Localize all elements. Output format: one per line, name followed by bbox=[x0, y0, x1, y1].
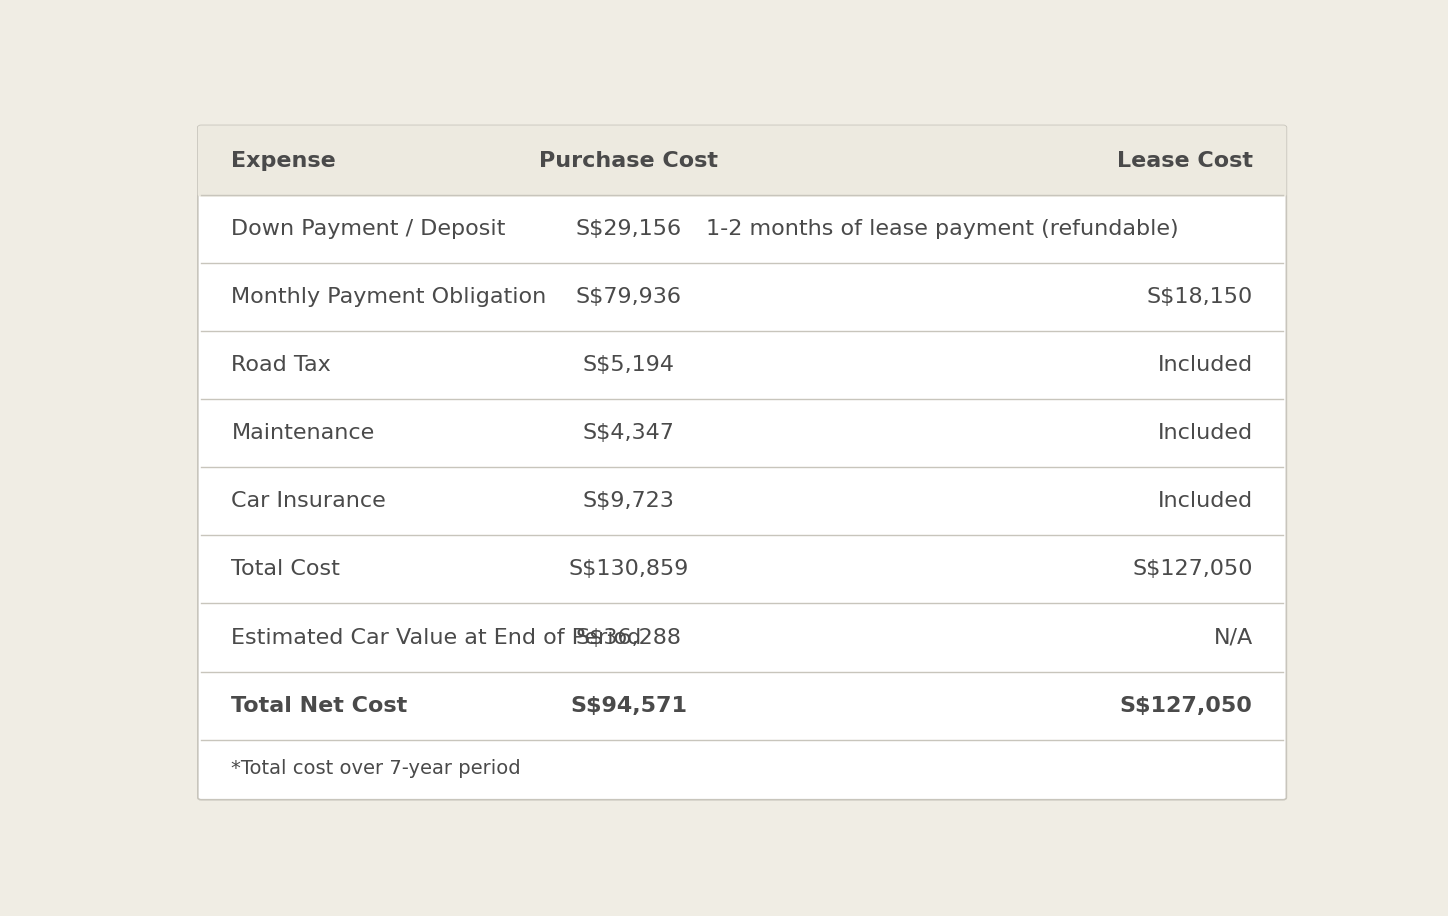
Text: S$5,194: S$5,194 bbox=[582, 354, 675, 375]
Text: Estimated Car Value at End of Period: Estimated Car Value at End of Period bbox=[232, 627, 641, 648]
Text: Included: Included bbox=[1157, 354, 1253, 375]
Text: S$127,050: S$127,050 bbox=[1132, 560, 1253, 580]
Text: Included: Included bbox=[1157, 491, 1253, 511]
Text: Monthly Payment Obligation: Monthly Payment Obligation bbox=[232, 287, 547, 307]
Text: Road Tax: Road Tax bbox=[232, 354, 332, 375]
Text: S$127,050: S$127,050 bbox=[1119, 695, 1253, 715]
Text: 1-2 months of lease payment (refundable): 1-2 months of lease payment (refundable) bbox=[707, 219, 1179, 239]
Text: Expense: Expense bbox=[232, 151, 336, 171]
Text: S$18,150: S$18,150 bbox=[1147, 287, 1253, 307]
Text: S$94,571: S$94,571 bbox=[571, 695, 686, 715]
Text: S$130,859: S$130,859 bbox=[568, 560, 689, 580]
Text: S$29,156: S$29,156 bbox=[575, 219, 682, 239]
Text: N/A: N/A bbox=[1213, 627, 1253, 648]
Text: S$79,936: S$79,936 bbox=[575, 287, 682, 307]
FancyBboxPatch shape bbox=[198, 125, 1286, 197]
Text: S$4,347: S$4,347 bbox=[582, 423, 675, 443]
Text: *Total cost over 7-year period: *Total cost over 7-year period bbox=[232, 759, 521, 779]
Text: Purchase Cost: Purchase Cost bbox=[539, 151, 718, 171]
Text: Down Payment / Deposit: Down Payment / Deposit bbox=[232, 219, 505, 239]
Text: Lease Cost: Lease Cost bbox=[1116, 151, 1253, 171]
Text: S$36,288: S$36,288 bbox=[575, 627, 682, 648]
Text: Total Net Cost: Total Net Cost bbox=[232, 695, 408, 715]
Text: S$9,723: S$9,723 bbox=[582, 491, 675, 511]
Text: Maintenance: Maintenance bbox=[232, 423, 375, 443]
Text: Total Cost: Total Cost bbox=[232, 560, 340, 580]
Bar bbox=[203, 174, 1280, 194]
Text: Included: Included bbox=[1157, 423, 1253, 443]
Text: Car Insurance: Car Insurance bbox=[232, 491, 387, 511]
FancyBboxPatch shape bbox=[198, 125, 1286, 800]
